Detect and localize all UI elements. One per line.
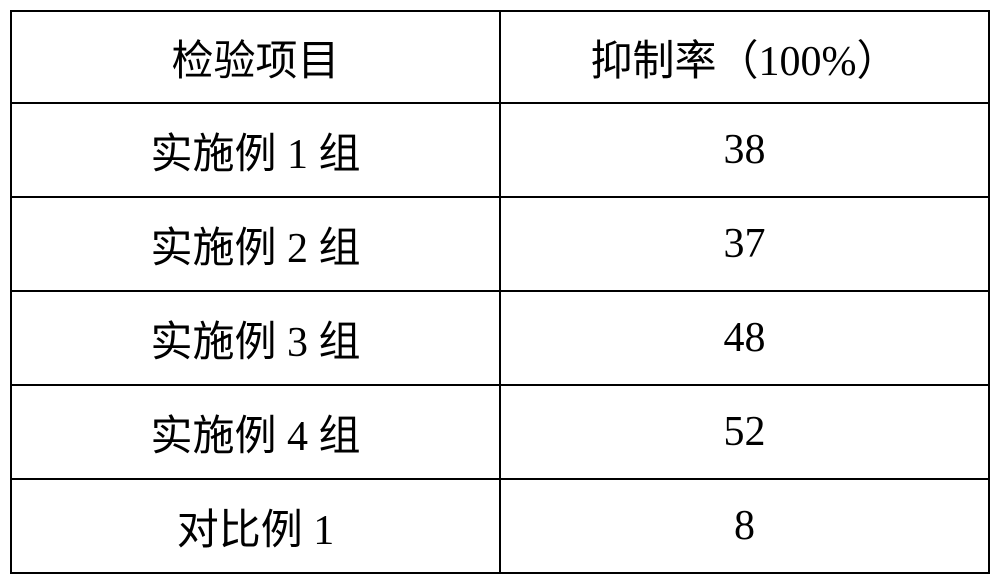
cell-inhibition-rate: 48	[500, 291, 989, 385]
cell-test-item: 实施例 4 组	[11, 385, 500, 479]
cell-test-item: 实施例 1 组	[11, 103, 500, 197]
table-row: 实施例 1 组 38	[11, 103, 989, 197]
cell-inhibition-rate: 38	[500, 103, 989, 197]
cell-test-item: 实施例 2 组	[11, 197, 500, 291]
table-row: 实施例 3 组 48	[11, 291, 989, 385]
cell-inhibition-rate: 8	[500, 479, 989, 573]
table-row: 实施例 4 组 52	[11, 385, 989, 479]
cell-test-item: 对比例 1	[11, 479, 500, 573]
table-row: 实施例 2 组 37	[11, 197, 989, 291]
table-header-row: 检验项目 抑制率（100%）	[11, 11, 989, 103]
cell-inhibition-rate: 37	[500, 197, 989, 291]
column-header-test-item: 检验项目	[11, 11, 500, 103]
data-table: 检验项目 抑制率（100%） 实施例 1 组 38 实施例 2 组 37 实施例…	[10, 10, 990, 574]
cell-test-item: 实施例 3 组	[11, 291, 500, 385]
column-header-inhibition-rate: 抑制率（100%）	[500, 11, 989, 103]
table-row: 对比例 1 8	[11, 479, 989, 573]
cell-inhibition-rate: 52	[500, 385, 989, 479]
